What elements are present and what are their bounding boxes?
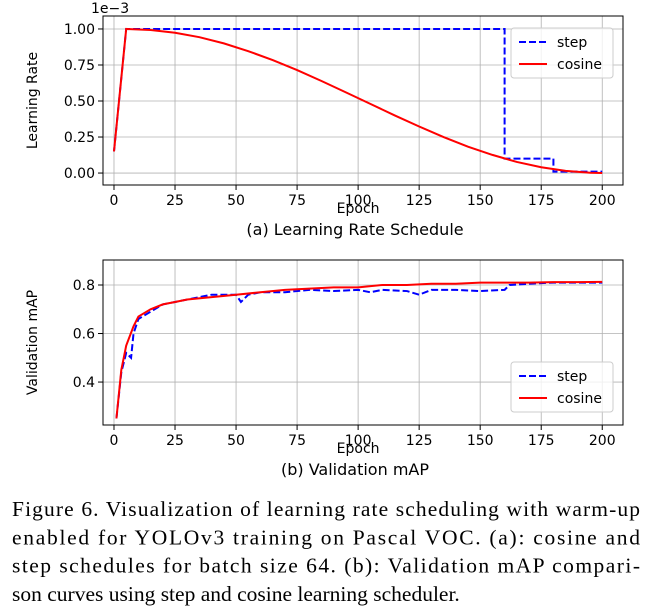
- legend-label: cosine: [557, 57, 602, 73]
- axes-frame: [102, 15, 624, 186]
- x-tick-label: 100: [345, 433, 372, 449]
- x-tick-label: 100: [345, 193, 372, 209]
- series-line: [112, 27, 603, 175]
- x-tick-label: 0: [110, 193, 119, 209]
- series-line: [115, 280, 603, 419]
- chart: 0 25 50 75 100 125 150 175 200 0.00 0.25 0.50 0.75 1.…: [25, 1, 624, 239]
- axes-frame: [102, 259, 624, 426]
- y-tick-label: 1.00: [64, 22, 95, 38]
- x-tick-label: 175: [528, 193, 555, 209]
- legend-label: cosine: [557, 391, 602, 407]
- y-tick-label: 0.00: [64, 166, 95, 182]
- x-tick-label: 150: [467, 193, 494, 209]
- y-tick-label: 0.6: [73, 327, 95, 343]
- x-tick-label: 50: [227, 433, 245, 449]
- legend-label: step: [557, 369, 587, 385]
- x-axis-label: Epoch: [337, 201, 380, 217]
- x-tick-label: 75: [288, 433, 306, 449]
- x-axis-label: Epoch: [337, 441, 380, 457]
- caption-line: son curves using step and cosine learnin…: [12, 582, 460, 606]
- legend: step cosine: [510, 361, 614, 413]
- x-tick-label: 125: [406, 433, 433, 449]
- series-line: [115, 281, 603, 419]
- legend-box: [510, 27, 614, 79]
- y-tick-label: 0.50: [64, 94, 95, 110]
- legend: step cosine: [510, 27, 614, 79]
- caption-line: step schedules for batch size 64. (b): V…: [12, 554, 640, 578]
- y-tick-label: 0.8: [73, 278, 95, 294]
- y-tick-label: 0.25: [64, 130, 95, 146]
- x-tick-label: 125: [406, 193, 433, 209]
- chart: 0 25 50 75 100 125 150 175 200 0.4 0.6 0.8 step cosin…: [25, 259, 624, 479]
- y-axis-label: Validation mAP: [25, 290, 41, 395]
- legend-label: step: [557, 35, 587, 51]
- caption-line: enabled for YOLOv3 training on Pascal VO…: [12, 525, 640, 549]
- x-tick-label: 0: [110, 433, 119, 449]
- y-tick-label: 0.4: [73, 375, 95, 391]
- x-tick-label: 50: [227, 193, 245, 209]
- x-tick-label: 25: [166, 433, 184, 449]
- x-tick-label: 25: [166, 193, 184, 209]
- legend-box: [510, 361, 614, 413]
- y-tick-label: 0.75: [64, 58, 95, 74]
- x-tick-label: 200: [589, 193, 616, 209]
- caption-line: Figure 6. Visualization of learning rate…: [12, 497, 640, 521]
- panel-caption: (b) Validation mAP: [281, 460, 429, 479]
- offset-text: 1e−3: [91, 1, 129, 17]
- x-tick-label: 75: [288, 193, 306, 209]
- panel-caption: (a) Learning Rate Schedule: [246, 220, 463, 239]
- x-tick-label: 150: [467, 433, 494, 449]
- x-tick-label: 175: [528, 433, 555, 449]
- x-tick-label: 200: [589, 433, 616, 449]
- y-axis-label: Learning Rate: [25, 52, 41, 149]
